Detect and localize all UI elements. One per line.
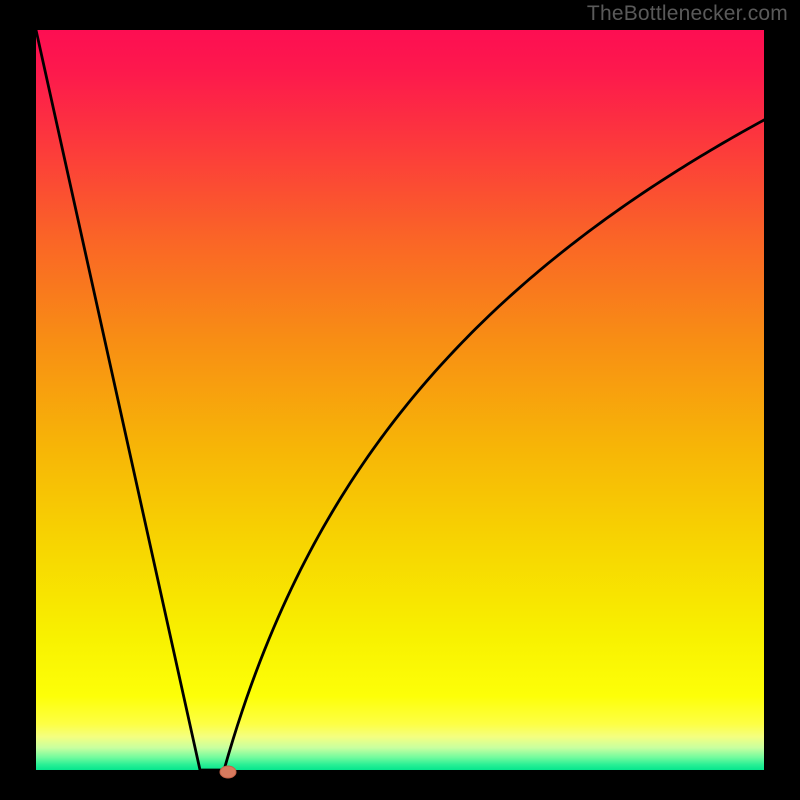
optimal-point-marker <box>220 766 236 778</box>
attribution-link[interactable]: TheBottlenecker.com <box>587 2 788 26</box>
chart-stage: TheBottlenecker.com <box>0 0 800 800</box>
plot-background <box>36 30 764 770</box>
chart-svg <box>0 0 800 800</box>
